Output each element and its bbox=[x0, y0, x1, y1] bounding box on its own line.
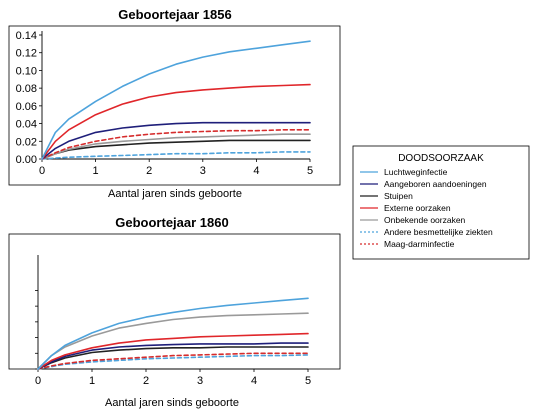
series-line-onbekende-oorzaken bbox=[37, 312, 309, 370]
series-line-stuipen bbox=[37, 346, 309, 370]
x-axis-label: Aantal jaren sinds geboorte bbox=[108, 188, 242, 200]
x-axis-label: Aantal jaren sinds geboorte bbox=[105, 397, 239, 409]
series-line-maag-darminfectie bbox=[37, 352, 309, 370]
plot-area: 0 1 2 3 4 5 0.00 0.02 0.04 0.06 0.08 0.10 0.12 0.14 bbox=[8, 25, 341, 186]
plot-area: 0 1 2 3 4 5 bbox=[8, 233, 341, 387]
x-tick-label: 3 bbox=[200, 165, 206, 177]
chart-1856: Geboortejaar 1856 0 1 2 3 4 5 0.00 0.02 0.04 0.06… bbox=[8, 7, 341, 200]
y-tick-label: 0.06 bbox=[16, 101, 37, 113]
y-tick-label: 0.14 bbox=[16, 30, 37, 42]
chart-title: Geboortejaar 1860 bbox=[115, 215, 228, 230]
legend-label: Aangeboren aandoeningen bbox=[384, 179, 487, 189]
x-tick-label: 0 bbox=[35, 375, 41, 387]
y-tick-label: 0.08 bbox=[16, 83, 37, 95]
chart-title: Geboortejaar 1856 bbox=[118, 7, 231, 22]
y-tick-label: 0.02 bbox=[16, 136, 37, 148]
legend-label: Stuipen bbox=[384, 191, 413, 201]
x-tick-label: 1 bbox=[89, 375, 95, 387]
legend-label: Andere besmettelijke ziekten bbox=[384, 227, 493, 237]
legend-label: Onbekende oorzaken bbox=[384, 215, 466, 225]
legend-label: Maag-darminfectie bbox=[384, 239, 455, 249]
series-line-luchtweginfectie bbox=[41, 40, 311, 160]
y-tick-label: 0.04 bbox=[16, 119, 37, 131]
x-tick-label: 4 bbox=[253, 165, 259, 177]
legend-label: Externe oorzaken bbox=[384, 203, 451, 213]
legend: DOODSOORZAAK Luchtweginfectie Aangeboren … bbox=[352, 145, 530, 260]
legend-label: Luchtweginfectie bbox=[384, 167, 448, 177]
x-tick-label: 4 bbox=[251, 375, 257, 387]
series-line-onbekende-oorzaken bbox=[41, 133, 311, 160]
series-line-andere-besmettelijke-ziekten bbox=[37, 354, 309, 370]
plot-frame bbox=[8, 25, 341, 186]
x-tick-label: 1 bbox=[93, 165, 99, 177]
legend-box bbox=[352, 145, 530, 260]
plot-frame bbox=[8, 233, 341, 370]
legend-title: DOODSOORZAAK bbox=[398, 153, 484, 164]
chart-1860: Geboortejaar 1860 0 1 2 3 4 5 Aantal jaren si… bbox=[8, 215, 341, 409]
y-tick-label: 0.00 bbox=[16, 154, 37, 166]
series-line-aangeboren-aandoeningen bbox=[37, 342, 309, 370]
x-tick-label: 5 bbox=[305, 375, 311, 387]
series-line-externe-oorzaken bbox=[37, 332, 309, 370]
legend-items: Luchtweginfectie Aangeboren aandoeningen S… bbox=[360, 167, 493, 249]
x-tick-label: 2 bbox=[146, 165, 152, 177]
x-tick-label: 0 bbox=[39, 165, 45, 177]
x-tick-label: 2 bbox=[143, 375, 149, 387]
y-tick-label: 0.12 bbox=[16, 48, 37, 60]
series-line-andere-besmettelijke-ziekten bbox=[41, 151, 311, 160]
y-tick-label: 0.10 bbox=[16, 65, 37, 77]
series-line-stuipen bbox=[41, 139, 311, 160]
x-tick-label: 5 bbox=[307, 165, 313, 177]
series-line-luchtweginfectie bbox=[37, 297, 309, 370]
series-line-aangeboren-aandoeningen bbox=[41, 121, 311, 160]
series-line-externe-oorzaken bbox=[41, 83, 311, 160]
x-tick-label: 3 bbox=[197, 375, 203, 387]
